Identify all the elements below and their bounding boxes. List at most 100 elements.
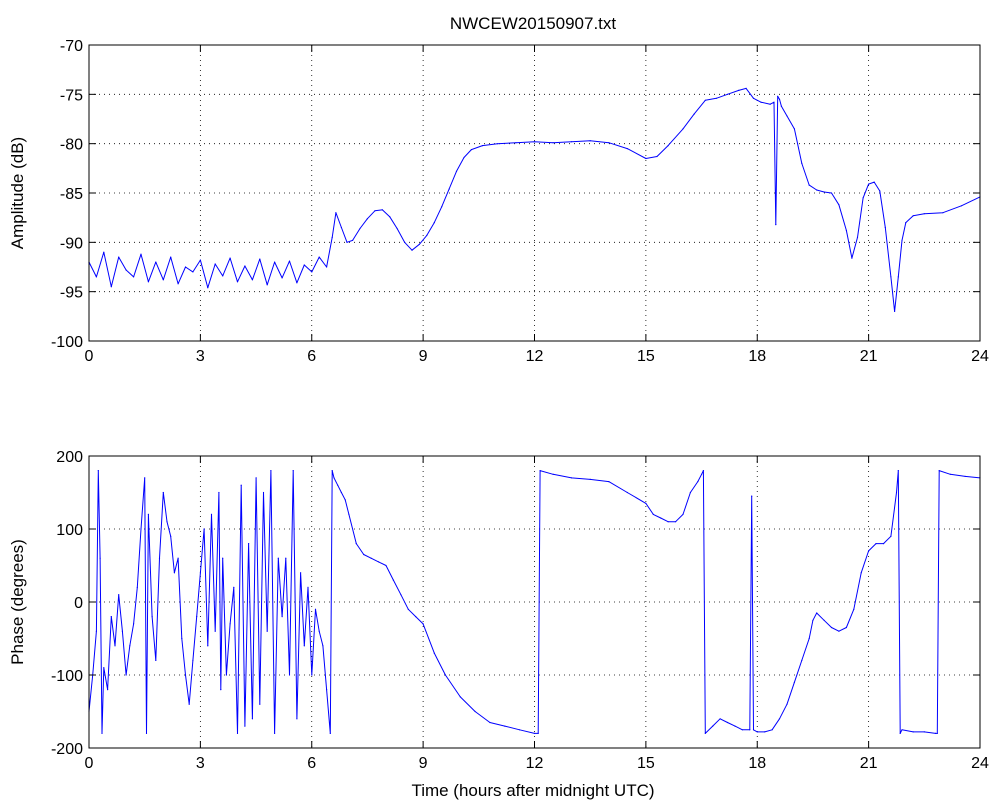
phase-data-point — [311, 674, 313, 676]
phase-y-tick-label: 0 — [74, 595, 83, 612]
phase-data-point — [229, 623, 231, 625]
amplitude-data-point — [704, 99, 706, 101]
phase-data-point — [181, 637, 183, 640]
phase-data-point — [329, 732, 331, 735]
amplitude-data-point — [222, 275, 224, 277]
phase-data-point — [923, 731, 925, 733]
phase-data-point — [370, 557, 372, 559]
phase-data-point — [166, 521, 168, 523]
amplitude-data-point — [177, 283, 179, 285]
phase-data-point — [233, 586, 235, 589]
amplitude-data-point — [288, 260, 291, 262]
phase-x-tick-label: 9 — [419, 755, 428, 772]
phase-data-point — [259, 703, 261, 705]
phase-data-point — [868, 550, 870, 552]
amplitude-data-point — [244, 265, 246, 267]
phase-data-point — [537, 732, 539, 735]
phase-data-point — [771, 729, 773, 731]
amplitude-data-point — [862, 197, 864, 199]
amplitude-x-tick-label: 12 — [526, 348, 544, 365]
amplitude-data-point — [381, 209, 383, 211]
phase-data-point — [808, 637, 810, 640]
phase-data-point — [95, 630, 97, 632]
amplitude-data-point — [667, 145, 669, 147]
amplitude-data-point — [693, 113, 695, 115]
phase-data-point — [307, 586, 309, 589]
phase-y-tick-label: 100 — [56, 522, 83, 539]
phase-data-point — [121, 630, 123, 632]
amplitude-x-tick-label: 15 — [637, 348, 655, 365]
phase-x-tick-label: 3 — [196, 755, 205, 772]
phase-data-point — [899, 732, 901, 735]
phase-data-point — [860, 572, 862, 574]
phase-data-point — [214, 630, 216, 632]
phase-data-point — [392, 579, 394, 581]
phase-data-point — [331, 470, 333, 472]
amplitude-data-point — [769, 103, 771, 105]
phase-data-point — [704, 732, 706, 735]
phase-data-point — [281, 616, 283, 618]
phase-x-tick-label: 18 — [748, 755, 766, 772]
amplitude-data-point — [873, 181, 875, 183]
amplitude-data-point — [335, 212, 337, 214]
phase-ticks: 0 3 6 9 12 15 18 21 24 -200 -100 0 100 200 — [51, 449, 989, 772]
phase-y-axis-title: Phase (degrees) — [8, 539, 27, 665]
amplitude-data-point — [942, 212, 944, 214]
amplitude-data-point — [816, 189, 818, 191]
amplitude-data-point — [470, 149, 472, 151]
phase-data-point — [385, 564, 387, 567]
amplitude-data-point — [738, 89, 740, 91]
amplitude-data-point — [251, 279, 253, 281]
amplitude-data-point — [777, 95, 779, 97]
phase-data-point — [660, 517, 662, 519]
amplitude-data-point — [418, 243, 420, 245]
phase-data-point — [173, 572, 175, 574]
amplitude-data-point — [110, 286, 112, 288]
phase-panel: 0 3 6 9 12 15 18 21 24 -200 -100 0 100 200 Phase (deg… — [8, 449, 989, 800]
phase-data-point — [533, 732, 536, 735]
phase-data-point — [897, 470, 899, 472]
amplitude-data-point — [533, 141, 536, 143]
amplitude-data-point — [845, 229, 848, 232]
phase-data-point — [140, 528, 142, 530]
phase-data-point — [99, 557, 101, 559]
phase-data-point — [103, 667, 105, 669]
phase-data-point — [626, 491, 628, 494]
phase-data-point — [474, 710, 476, 713]
amplitude-data-point — [199, 259, 201, 261]
phase-data-point — [274, 732, 276, 735]
amplitude-data-point — [147, 281, 149, 283]
phase-data-point — [236, 732, 239, 735]
amplitude-data-point — [830, 192, 833, 194]
phase-data-point — [303, 645, 305, 647]
amplitude-data-point — [656, 155, 658, 158]
phase-data-point — [756, 731, 758, 733]
phase-data-point — [170, 535, 172, 537]
amplitude-data-point — [396, 227, 398, 230]
phase-data-point — [589, 478, 591, 480]
phase-data-point — [133, 623, 135, 625]
phase-data-point — [816, 612, 818, 614]
phase-data-point — [110, 616, 112, 618]
amplitude-data-point — [140, 253, 142, 255]
phase-data-point — [812, 619, 814, 621]
phase-series — [88, 470, 981, 735]
phase-data-point — [296, 718, 298, 720]
phase-data-point — [285, 557, 287, 559]
amplitude-data-point — [589, 140, 591, 142]
phase-data-point — [220, 689, 222, 691]
phase-data-point — [147, 513, 149, 516]
phase-data-point — [196, 616, 198, 618]
phase-data-point — [749, 729, 751, 731]
phase-grid — [89, 456, 980, 748]
phase-data-point — [751, 495, 753, 497]
phase-x-tick-label: 15 — [637, 755, 655, 772]
amplitude-y-tick-label: -75 — [60, 87, 83, 104]
phase-data-point — [702, 470, 705, 472]
phase-data-point — [793, 681, 796, 683]
amplitude-data-point — [879, 190, 881, 192]
amplitude-data-point — [894, 310, 896, 312]
amplitude-data-point — [103, 251, 105, 253]
phase-y-tick-label: -100 — [51, 668, 83, 685]
phase-data-point — [938, 470, 940, 472]
